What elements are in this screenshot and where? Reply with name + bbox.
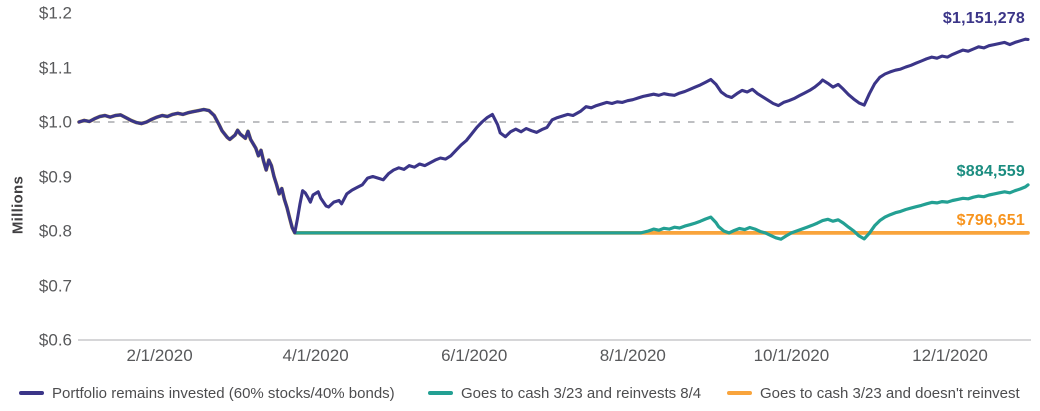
legend-swatch-cash-reinvests <box>428 390 453 396</box>
legend-label-remains-invested: Portfolio remains invested (60% stocks/4… <box>52 384 395 402</box>
chart-canvas <box>77 37 1031 341</box>
y-axis-tick-label: $0.7 <box>38 276 72 295</box>
x-axis-tick-label: 2/1/2020 <box>126 346 193 365</box>
legend-label-cash-no-reinvest: Goes to cash 3/23 and doesn't reinvest <box>760 384 1020 402</box>
end-value-label-0: $1,151,278 <box>942 10 1025 27</box>
x-axis-tick-label: 10/1/2020 <box>753 346 830 365</box>
legend-item-remains-invested: Portfolio remains invested (60% stocks/4… <box>19 384 395 402</box>
x-axis-tick-label: 8/1/2020 <box>599 346 666 365</box>
legend-swatch-cash-no-reinvest <box>727 390 752 396</box>
x-axis-tick-label: 12/1/2020 <box>912 346 988 365</box>
y-axis-tick-label: $0.6 <box>38 330 72 350</box>
x-axis-tick-label: 4/1/2020 <box>282 346 349 365</box>
end-value-label-2: $796,651 <box>956 212 1025 229</box>
y-axis-tick-label: $1.2 <box>38 3 72 23</box>
legend-item-cash-reinvests: Goes to cash 3/23 and reinvests 8/4 <box>428 384 701 402</box>
plot-area: $1.2 $1.1 $1.0 $0.9 $0.8 $0.7 $0.6 2/1/2020 4/1/… <box>38 3 1031 365</box>
y-axis-tick-label: $1.0 <box>38 112 72 132</box>
legend-item-cash-no-reinvest: Goes to cash 3/23 and doesn't reinvest <box>727 384 1020 402</box>
series-line-0 <box>77 37 1030 235</box>
end-value-label-1: $884,559 <box>956 163 1025 180</box>
x-axis-tick-label: 6/1/2020 <box>441 346 508 365</box>
legend-label-cash-reinvests: Goes to cash 3/23 and reinvests 8/4 <box>461 384 702 402</box>
y-axis-tick-label: $1.1 <box>38 58 72 77</box>
y-axis-tick-label: $0.8 <box>38 221 72 241</box>
legend-swatch-remains-invested <box>19 390 44 396</box>
y-axis-tick-label: $0.9 <box>38 167 72 186</box>
